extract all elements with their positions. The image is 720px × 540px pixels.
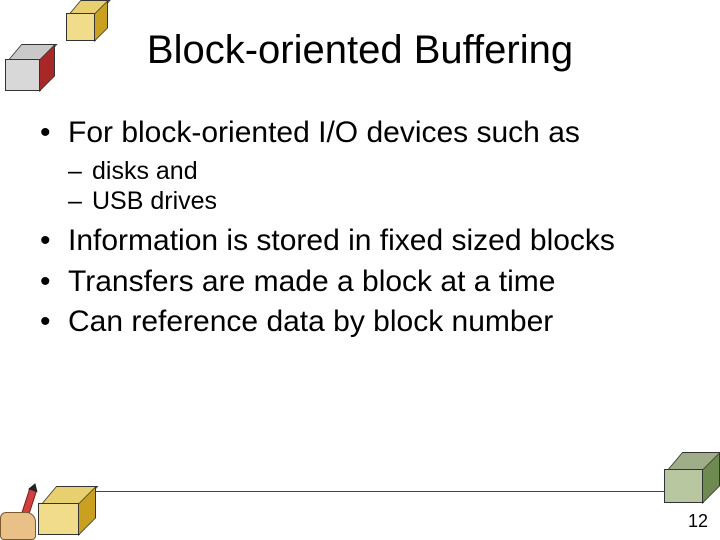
bullet-item: For block-oriented I/O devices such as xyxy=(40,116,680,151)
slide-title: Block-oriented Buffering xyxy=(0,28,720,73)
bullet-item: Can reference data by block number xyxy=(40,305,680,340)
page-number: 12 xyxy=(688,511,708,532)
bullet-item: Transfers are made a block at a time xyxy=(40,265,680,300)
hand-pencil-icon xyxy=(0,492,50,540)
bullet-item: Information is stored in fixed sized blo… xyxy=(40,224,680,259)
slide: Block-oriented Buffering For block-orien… xyxy=(0,0,720,540)
footer-divider xyxy=(60,491,700,492)
sub-bullet-item: disks and xyxy=(68,157,680,186)
sub-bullet-list: disks and USB drives xyxy=(68,157,680,217)
slide-body: For block-oriented I/O devices such as d… xyxy=(40,110,680,346)
sub-bullet-item: USB drives xyxy=(68,187,680,216)
cube-green-icon xyxy=(660,452,714,506)
